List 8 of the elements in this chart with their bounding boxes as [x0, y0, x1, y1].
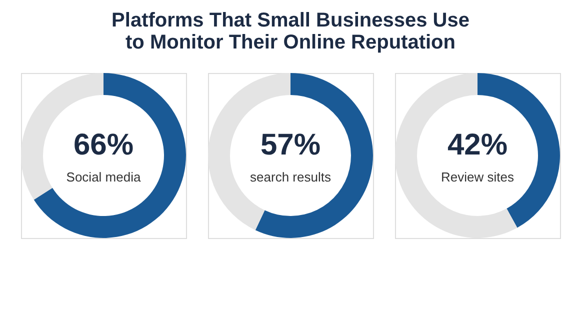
data-label: 57% [260, 128, 321, 162]
slice-label: Review sites [441, 170, 514, 184]
data-label: 66% [73, 128, 134, 162]
slice-label: Social media [66, 170, 142, 184]
data-label: 42% [447, 128, 508, 162]
donut-slice [34, 73, 186, 238]
text: Platforms That Small Businesses Use to Monitor Their Online Reputation [112, 10, 470, 54]
slice-label: search results [250, 170, 332, 184]
